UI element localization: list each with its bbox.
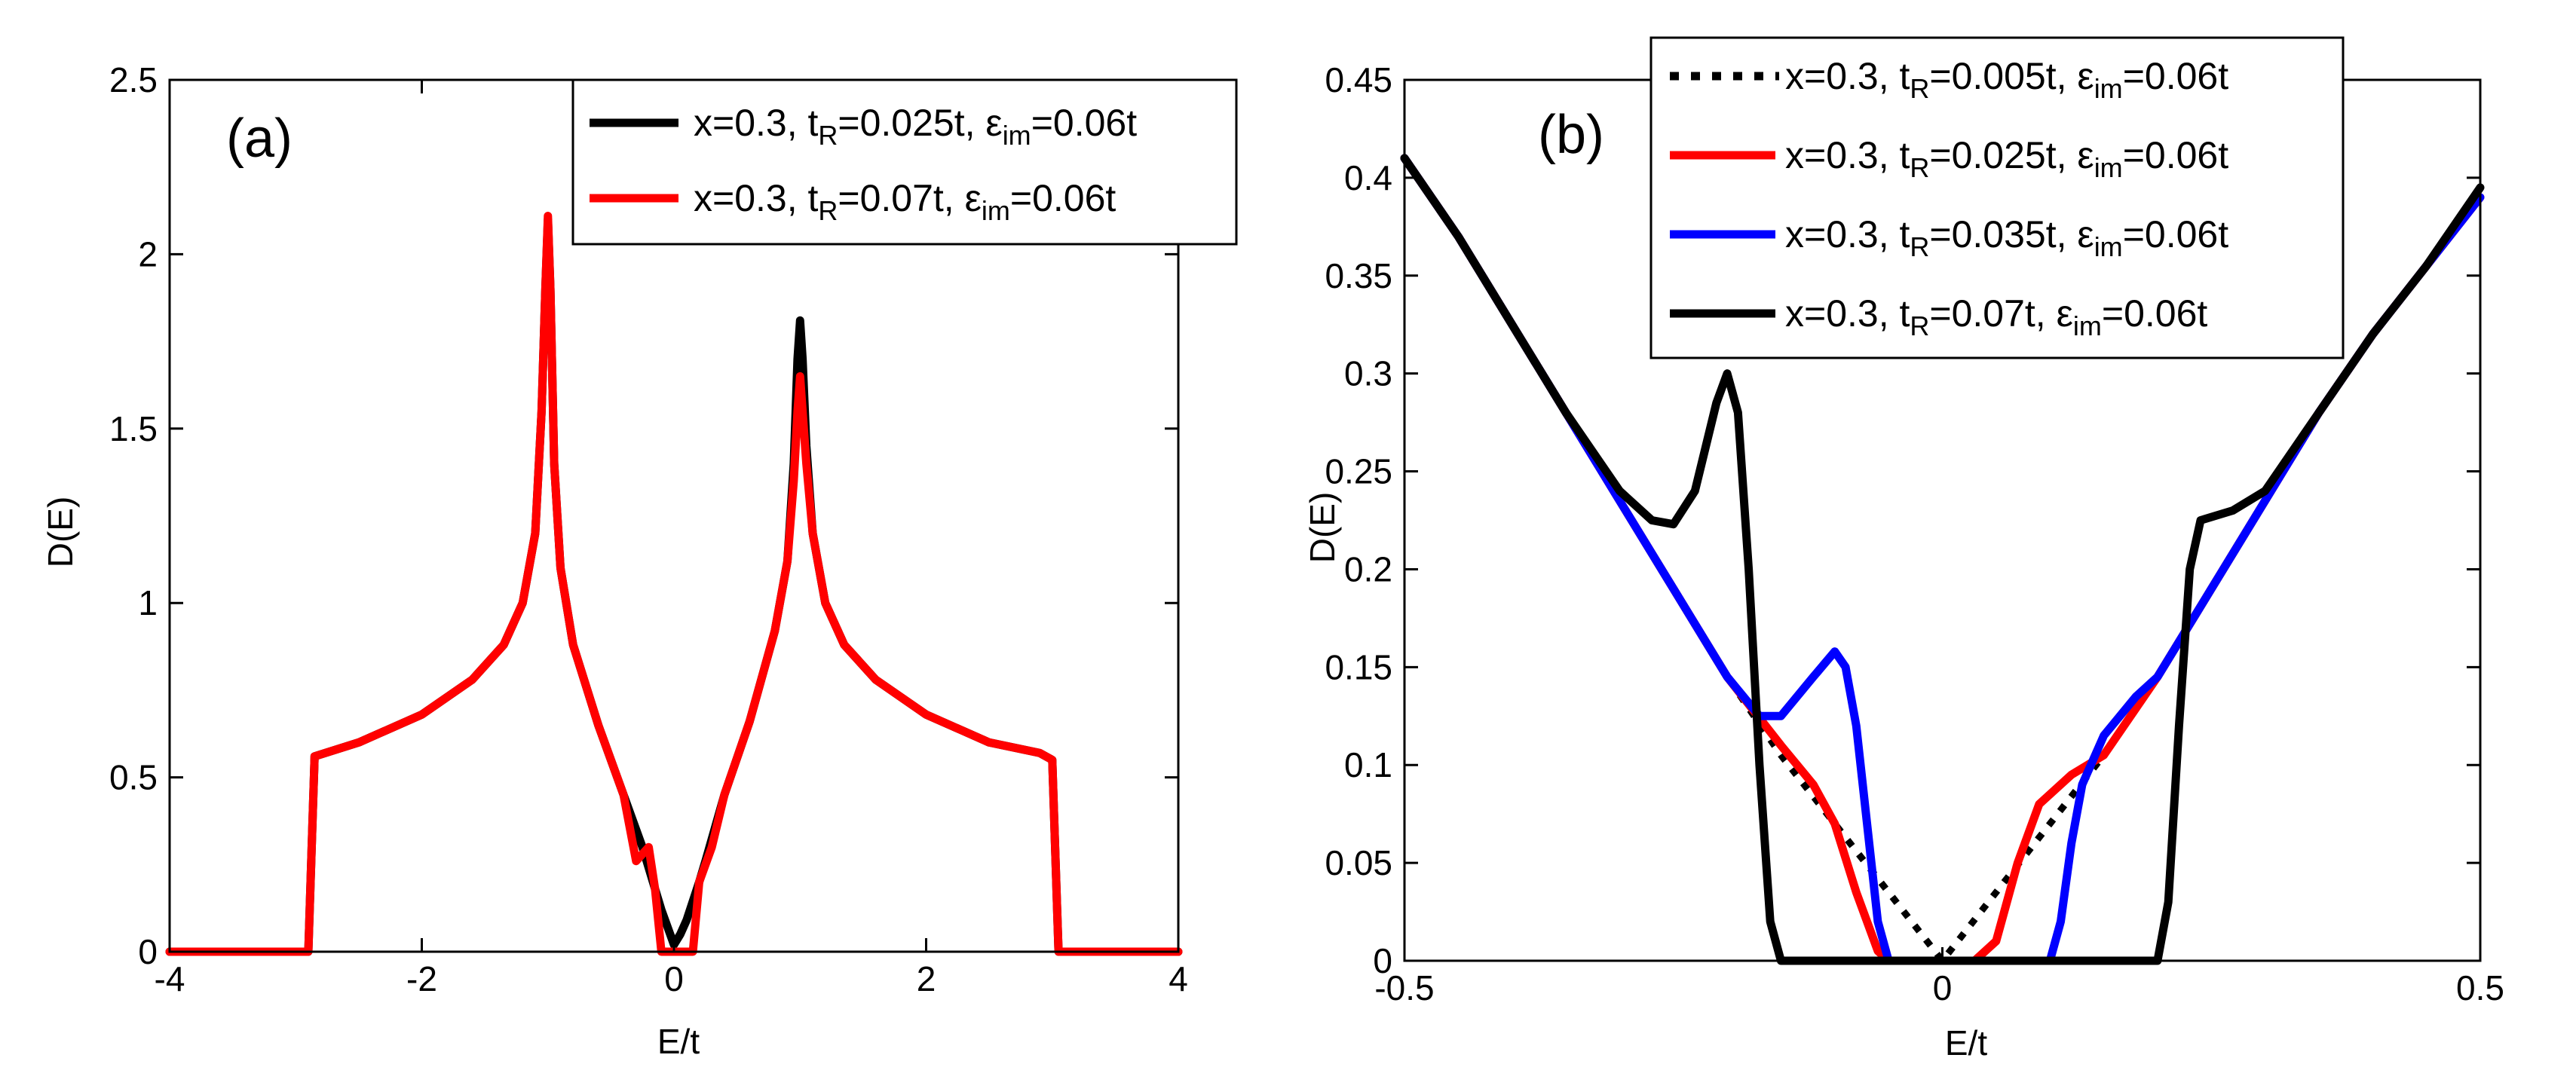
- panel-a-ytick-label: 0.5: [109, 758, 158, 797]
- legend-b-entry-0-end: =0.06t: [2123, 55, 2229, 97]
- panel-b-ytick-label: 0.15: [1325, 647, 1392, 686]
- panel-a-xtick-label: -4: [155, 959, 185, 998]
- panel-b-ytick-label: 0.1: [1344, 745, 1392, 784]
- legend-b-entry-0: x=0.3, tR=0.005t, εim=0.06t: [1785, 55, 2228, 104]
- legend-b-entry-1-end: =0.06t: [2123, 134, 2229, 176]
- panel-a-ytick-label: 1: [138, 583, 158, 622]
- legend-b-entry-3-mid: =0.07t, ε: [1929, 292, 2072, 335]
- panel-a-xtick-label: -2: [406, 959, 437, 998]
- legend-b-entry-0-sub2: im: [2094, 73, 2123, 104]
- panel-b-legend-box: [1649, 36, 2345, 359]
- legend-a-entry-1-main: x=0.3, t: [694, 177, 818, 219]
- legend-a-entry-1-mid: =0.07t, ε: [838, 177, 981, 219]
- panel-b-legend: x=0.3, tR=0.005t, εim=0.06t x=0.3, tR=0.…: [1649, 36, 2345, 359]
- legend-a-entry-0-main: x=0.3, t: [694, 102, 818, 144]
- legend-b-entry-1-sub1: R: [1910, 152, 1929, 183]
- panel-b-ytick-label: 0.05: [1325, 843, 1392, 882]
- legend-b-entry-2-sub1: R: [1910, 231, 1929, 262]
- legend-b-entry-3-sub2: im: [2073, 310, 2102, 341]
- legend-a-entry-1-sub2: im: [982, 195, 1010, 226]
- legend-b-entry-0-mid: =0.005t, ε: [1929, 55, 2094, 97]
- legend-a-entry-0-end: =0.06t: [1031, 102, 1138, 144]
- legend-b-entry-3: x=0.3, tR=0.07t, εim=0.06t: [1785, 292, 2207, 341]
- panel-b-series-2-line: [1400, 154, 2485, 965]
- legend-a-entry-1-end: =0.06t: [1010, 177, 1116, 219]
- panel-a-ytick-label: 0: [138, 932, 158, 971]
- legend-a-entry-1: x=0.3, tR=0.07t, εim=0.06t: [694, 177, 1116, 226]
- legend-a-entry-0-sub1: R: [818, 120, 838, 151]
- panel-b-ytick-label: 0.35: [1325, 256, 1392, 295]
- legend-b-entry-1: x=0.3, tR=0.025t, εim=0.06t: [1785, 134, 2228, 183]
- panel-b-xlabel: E/t: [1945, 1023, 1987, 1062]
- panel-a-ytick-label: 2: [138, 234, 158, 274]
- panel-a-legend: x=0.3, tR=0.025t, εim=0.06t x=0.3, tR=0.…: [571, 78, 1238, 246]
- panel-b-label: (b): [1538, 105, 1604, 165]
- legend-b-entry-2-mid: =0.035t, ε: [1929, 213, 2094, 255]
- panel-a-xtick-label: 2: [917, 959, 936, 998]
- panel-b-ytick-label: 0: [1373, 941, 1392, 980]
- panel-a-label: (a): [226, 109, 293, 169]
- legend-b-entry-3-sub1: R: [1910, 310, 1929, 341]
- panel-a-xlabel: E/t: [657, 1022, 700, 1061]
- panel-a-legend-box: [571, 78, 1238, 246]
- legend-b-entry-1-main: x=0.3, t: [1785, 134, 1910, 176]
- panel-a: -4 -2 0 2 4 0 0.5 1 1.5 2 2.5 (a) E/t D(E) x=0.3, …: [41, 60, 1238, 1061]
- legend-b-entry-2-sub2: im: [2094, 231, 2123, 262]
- panel-a-xtick-label: 4: [1169, 959, 1188, 998]
- legend-a-entry-0-sub2: im: [1003, 120, 1031, 151]
- panel-a-ytick-label: 1.5: [109, 409, 158, 448]
- panel-b-xtick-label: 0: [1933, 968, 1953, 1007]
- panel-b-ylabel: D(E): [1303, 492, 1342, 564]
- panel-b-series-3-line: [1400, 154, 2485, 965]
- panel-a-ylabel: D(E): [41, 497, 80, 568]
- panel-b-ytick-label: 0.4: [1344, 158, 1392, 197]
- legend-b-entry-0-sub1: R: [1910, 73, 1929, 104]
- legend-b-entry-2-end: =0.06t: [2123, 213, 2229, 255]
- legend-b-entry-1-mid: =0.025t, ε: [1929, 134, 2094, 176]
- legend-a-entry-0: x=0.3, tR=0.025t, εim=0.06t: [694, 102, 1137, 151]
- panel-a-ytick-label: 2.5: [109, 60, 158, 99]
- legend-b-entry-0-main: x=0.3, t: [1785, 55, 1910, 97]
- panel-b-xtick-label: 0.5: [2456, 968, 2504, 1007]
- legend-a-entry-0-mid: =0.025t, ε: [838, 102, 1002, 144]
- panel-b-ytick-label: 0.2: [1344, 549, 1392, 589]
- panel-b-ytick-label: 0.25: [1325, 452, 1392, 491]
- panel-b-ticks: -0.5 0 0.500.050.10.150.20.250.30.350.40.4…: [1325, 60, 2504, 1007]
- panel-b-ytick-label: 0.45: [1325, 60, 1392, 99]
- legend-a-entry-1-sub1: R: [818, 195, 838, 226]
- legend-b-entry-3-end: =0.06t: [2102, 292, 2208, 335]
- legend-b-entry-1-sub2: im: [2094, 152, 2123, 183]
- panel-b-ytick-label: 0.3: [1344, 354, 1392, 393]
- panel-b: -0.5 0 0.500.050.10.150.20.250.30.350.40.4…: [1303, 36, 2504, 1062]
- legend-b-entry-2-main: x=0.3, t: [1785, 213, 1910, 255]
- panel-a-xtick-label: 0: [664, 959, 684, 998]
- legend-b-entry-2: x=0.3, tR=0.035t, εim=0.06t: [1785, 213, 2228, 262]
- panel-b-xtick-label: -0.5: [1374, 968, 1434, 1007]
- legend-b-entry-3-main: x=0.3, t: [1785, 292, 1910, 335]
